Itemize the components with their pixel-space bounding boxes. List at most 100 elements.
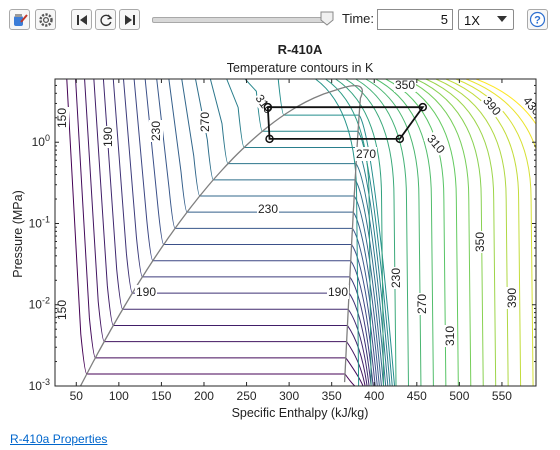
properties-link[interactable]: R-410a Properties <box>10 432 108 446</box>
isotherm-line <box>168 79 382 386</box>
isotherm-line <box>415 79 484 386</box>
contour-label: 270 <box>415 294 429 314</box>
x-tick-label: 100 <box>109 389 129 403</box>
contour-label: 350 <box>395 78 415 92</box>
x-axis-label: Specific Enthalpy (kJ/kg) <box>232 406 369 420</box>
contour-label: 190 <box>136 285 156 299</box>
time-label: Time: <box>342 11 375 26</box>
isotherm-line <box>405 79 472 386</box>
contour-label-bg <box>479 93 505 119</box>
time-slider-track[interactable] <box>152 17 329 23</box>
contour-label-bg <box>135 285 157 299</box>
isotherm-line <box>156 79 380 386</box>
isotherm-line <box>445 79 522 386</box>
contour-label-bg <box>519 93 536 119</box>
y-tick-base: 10 <box>29 379 43 393</box>
contour-label: 310 <box>443 326 457 346</box>
isotherm-line <box>375 79 434 386</box>
isotherm-line <box>209 79 389 386</box>
speed-dropdown[interactable]: 1X <box>458 9 514 30</box>
pressure-enthalpy-chart: R-410A Temperature contours in K 150 190 2… <box>11 42 537 420</box>
cycle-path <box>266 106 425 140</box>
settings-button[interactable] <box>35 9 56 30</box>
contour-label-bg <box>55 107 69 129</box>
contour-label: 150 <box>55 108 69 128</box>
refrigerant-icon <box>14 14 28 26</box>
contour-label-bg <box>423 131 449 157</box>
skip-to-start-button[interactable] <box>71 9 92 30</box>
restart-button[interactable] <box>95 9 116 30</box>
y-tick-base: 10 <box>32 135 46 149</box>
contour-label: 190 <box>101 127 115 147</box>
isotherm-line <box>355 79 409 386</box>
cycle-point <box>263 102 273 112</box>
gear-icon <box>39 13 53 27</box>
skip-to-start-icon <box>77 15 87 25</box>
contour-label: 390 <box>505 288 519 308</box>
time-input[interactable] <box>377 9 453 30</box>
contour-label-bg <box>355 147 377 161</box>
y-tick-exponent: -2 <box>42 296 50 306</box>
y-tick-label: 10-3 <box>29 377 50 393</box>
isotherm-line <box>435 79 509 386</box>
contour-label-bg <box>327 285 349 299</box>
x-tick-label: 200 <box>194 389 214 403</box>
toolbar: Time: 1X ? <box>0 0 560 40</box>
chart-subtitle: Temperature contours in K <box>227 61 374 75</box>
time-slider-thumb[interactable] <box>320 11 334 26</box>
y-axis-label: Pressure (MPa) <box>11 190 25 278</box>
x-tick-label: 150 <box>151 389 171 403</box>
contour-label: 150 <box>55 300 69 320</box>
contour-label-bg <box>198 111 212 133</box>
cycle-point <box>395 134 405 144</box>
contour-label-bg <box>389 267 403 289</box>
y-tick-exponent: -3 <box>42 377 50 387</box>
contour-label: 230 <box>149 121 163 141</box>
isotherm-line <box>93 79 368 386</box>
contour-label: 230 <box>389 268 403 288</box>
contour-label: 350 <box>473 232 487 252</box>
help-button[interactable]: ? <box>527 9 548 30</box>
contour-label: 230 <box>258 202 278 216</box>
contour-label: 190 <box>328 285 348 299</box>
x-tick-label: 50 <box>70 389 84 403</box>
speed-value: 1X <box>464 13 480 28</box>
isotherm-line <box>335 79 385 386</box>
contour-label: 270 <box>198 112 212 132</box>
help-icon: ? <box>529 11 546 28</box>
y-tick-exponent: 0 <box>45 133 50 143</box>
contour-label-bg <box>101 126 115 148</box>
y-tick-exponent: -1 <box>42 214 50 224</box>
contour-label-bg <box>415 293 429 315</box>
refresh-icon <box>100 14 113 26</box>
cycle-point <box>418 102 428 112</box>
isotherm-line <box>315 79 360 386</box>
isotherm-line <box>465 79 536 151</box>
y-tick-base: 10 <box>29 298 43 312</box>
refrigerant-properties-button[interactable] <box>9 9 30 30</box>
x-tick-label: 400 <box>364 389 384 403</box>
y-tick-label: 100 <box>32 133 50 149</box>
contour-label-bg <box>149 120 163 142</box>
isotherm-line <box>195 79 387 386</box>
skip-to-end-button[interactable] <box>119 9 140 30</box>
x-tick-label: 300 <box>279 389 299 403</box>
skip-to-end-icon <box>125 15 135 25</box>
isotherm-line <box>475 79 536 126</box>
isotherm-line <box>345 79 397 386</box>
y-tick-base: 10 <box>29 216 43 230</box>
chart-title: R-410A <box>278 42 323 57</box>
isotherm-line <box>425 79 497 386</box>
isotherm-line <box>102 79 370 386</box>
x-tick-label: 450 <box>407 389 427 403</box>
x-tick-label: 250 <box>237 389 257 403</box>
contour-label-bg <box>505 287 519 309</box>
x-tick-label: 500 <box>449 389 469 403</box>
isotherm-line <box>266 79 396 386</box>
contour-label-bg <box>394 79 416 92</box>
contour-label: 270 <box>356 147 376 161</box>
contour-label-bg <box>473 231 487 253</box>
chevron-down-icon <box>497 16 507 22</box>
isotherm-line <box>455 79 534 386</box>
